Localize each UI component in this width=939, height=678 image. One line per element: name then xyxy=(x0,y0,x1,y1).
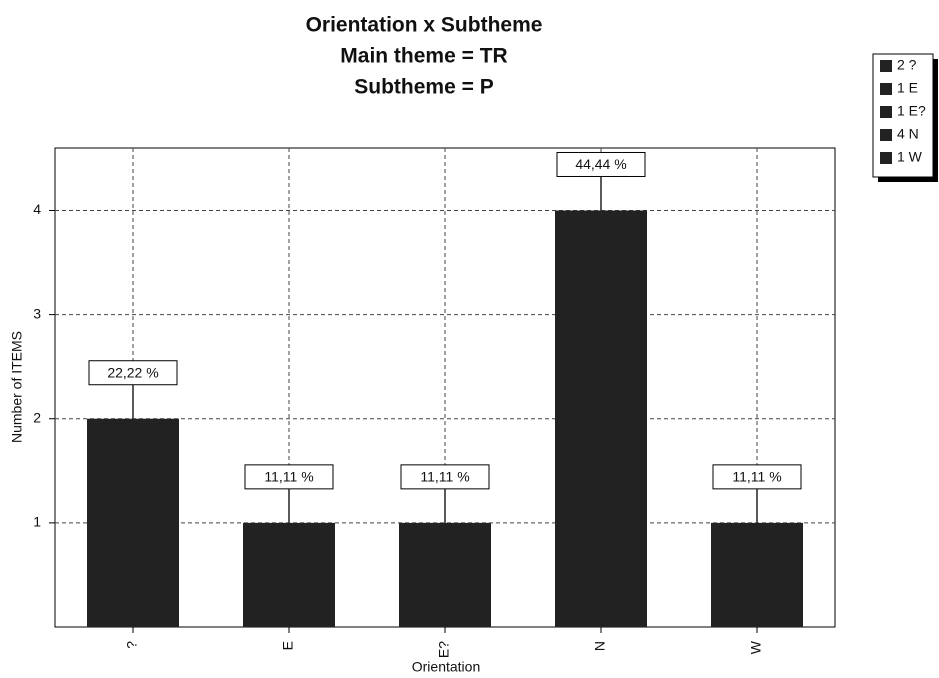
y-tick-label: 3 xyxy=(33,305,41,321)
x-axis-label: Orientation xyxy=(412,659,480,675)
data-label-box xyxy=(556,151,646,177)
x-tick-label: ? xyxy=(124,641,140,649)
legend-swatch xyxy=(880,152,892,164)
legend-label: 1 E? xyxy=(897,103,926,119)
legend-label: 4 N xyxy=(897,126,919,142)
legend-swatch xyxy=(880,60,892,72)
legend-label: 2 ? xyxy=(897,57,917,73)
legend-swatch xyxy=(880,83,892,95)
y-tick-label: 4 xyxy=(33,201,41,217)
y-tick-label: 2 xyxy=(33,409,41,425)
data-label-box xyxy=(400,464,490,490)
legend-label: 1 W xyxy=(897,149,923,165)
chart-title: Subtheme = P xyxy=(354,76,493,99)
data-label-box xyxy=(244,464,334,490)
chart-title: Orientation x Subtheme xyxy=(306,14,543,37)
bar xyxy=(711,522,803,627)
chart-title: Main theme = TR xyxy=(340,45,507,68)
data-label: 22,22 % xyxy=(107,364,158,380)
bar xyxy=(243,522,335,627)
bar xyxy=(555,210,647,627)
data-label-box xyxy=(88,360,178,386)
bar xyxy=(399,522,491,627)
x-tick-label: W xyxy=(748,640,764,654)
legend-label: 1 E xyxy=(897,80,918,96)
x-tick-label: E xyxy=(280,641,296,650)
legend-swatch xyxy=(880,106,892,118)
x-tick-label: E? xyxy=(436,641,452,658)
data-label: 11,11 % xyxy=(732,469,781,485)
data-label: 11,11 % xyxy=(420,469,469,485)
legend-swatch xyxy=(880,129,892,141)
x-tick-label: N xyxy=(592,641,608,651)
data-label: 11,11 % xyxy=(264,469,313,485)
data-label-box xyxy=(712,464,802,490)
y-axis-label: Number of ITEMS xyxy=(9,331,25,443)
y-tick-label: 1 xyxy=(33,514,41,530)
data-label: 44,44 % xyxy=(575,156,626,172)
bar xyxy=(87,418,179,627)
